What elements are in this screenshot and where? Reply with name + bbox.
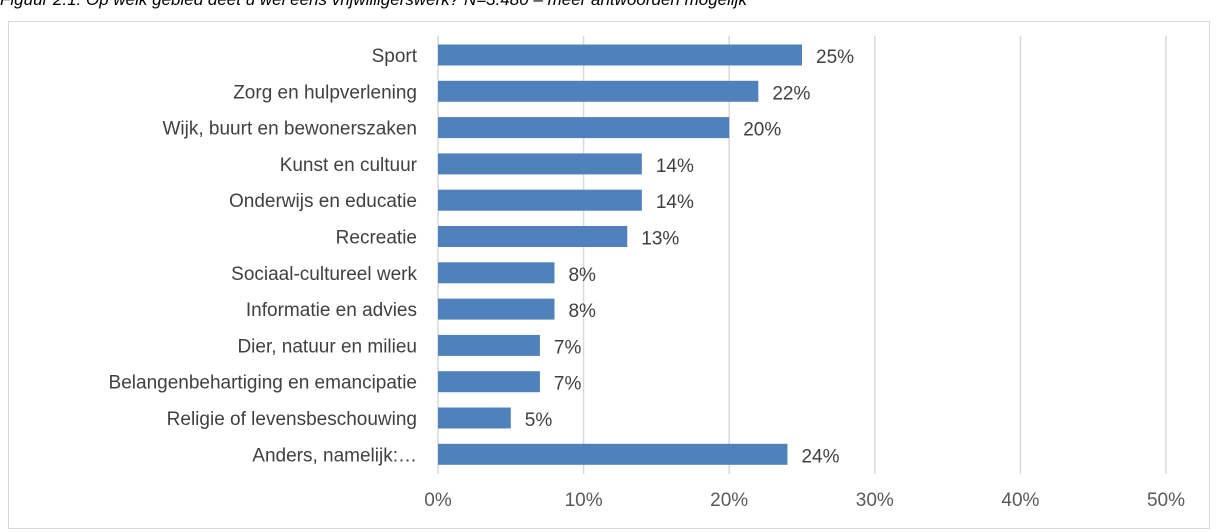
value-label: 14% — [656, 156, 694, 177]
bar — [438, 298, 555, 320]
value-label: 13% — [641, 229, 679, 250]
category-labels: Sport Zorg en hulpverlening Wijk, buurt en… — [109, 46, 418, 466]
category-label: Kunst en cultuur — [280, 155, 418, 176]
category-label: Zorg en hulpverlening — [233, 82, 417, 103]
bar — [438, 189, 642, 211]
bar — [438, 80, 759, 102]
x-tick-label: 20% — [710, 490, 748, 511]
x-tick-label: 40% — [1001, 490, 1039, 511]
bar — [438, 262, 555, 284]
figure-caption: Figuur 2.1: Op welk gebied deet u wel ee… — [0, 0, 1216, 9]
x-tick-label: 30% — [856, 490, 894, 511]
category-label: Informatie en advies — [246, 300, 417, 321]
value-label: 8% — [568, 265, 596, 286]
value-label: 20% — [743, 120, 781, 141]
x-tick-label: 10% — [565, 490, 603, 511]
value-label: 24% — [801, 446, 839, 467]
bar — [438, 153, 642, 175]
value-label: 25% — [816, 47, 854, 68]
value-label: 14% — [656, 192, 694, 213]
value-label: 5% — [525, 410, 553, 431]
bar — [438, 443, 788, 465]
chart-frame — [8, 21, 1210, 529]
value-label: 7% — [554, 337, 582, 358]
category-label: Sociaal-cultureel werk — [231, 264, 417, 285]
x-tick-label: 50% — [1147, 490, 1185, 511]
value-labels: 25%22%20%14%14%13%8%8%7%7%5%24% — [525, 47, 854, 467]
bar — [438, 371, 540, 393]
x-axis-tick-labels: 0% 10% 20% 30% 40% 50% — [424, 490, 1185, 511]
value-label: 8% — [568, 301, 596, 322]
category-label: Dier, natuur en milieu — [237, 336, 417, 357]
bar — [438, 226, 628, 247]
bar — [438, 117, 730, 139]
bars — [438, 44, 802, 465]
bar — [438, 334, 540, 356]
bar — [438, 407, 511, 429]
category-label: Recreatie — [336, 228, 417, 249]
value-label: 22% — [772, 83, 810, 104]
category-label: Religie of levensbeschouwing — [167, 409, 417, 430]
category-label: Onderwijs en educatie — [229, 191, 417, 212]
category-label: Sport — [372, 46, 418, 67]
category-label: Belangenbehartiging en emancipatie — [109, 373, 417, 394]
value-label: 7% — [554, 374, 582, 395]
category-label: Anders, namelijk:… — [252, 445, 417, 466]
gridlines — [437, 36, 1167, 474]
x-tick-label: 0% — [424, 490, 452, 511]
category-label: Wijk, buurt en bewonerszaken — [162, 119, 417, 140]
bar — [438, 44, 802, 66]
